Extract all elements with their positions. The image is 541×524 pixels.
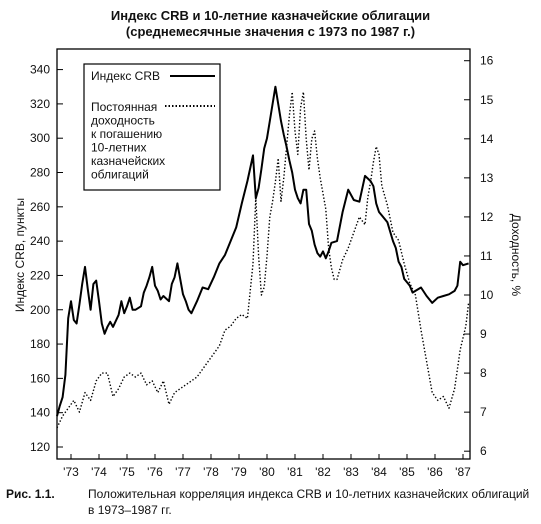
- y-left-tick-label: 220: [30, 268, 50, 282]
- y-left-tick-label: 160: [30, 371, 50, 385]
- x-tick-label: '73: [63, 465, 79, 479]
- x-tick-label: '82: [315, 465, 331, 479]
- y-axis-left-label: Индекс CRB, пункты: [13, 198, 27, 312]
- y-left-tick-label: 200: [30, 303, 50, 317]
- legend-bond-label-line: к погашению: [91, 127, 162, 141]
- y-left-tick-label: 280: [30, 166, 50, 180]
- legend-bond-label-line: Постоянная: [91, 100, 157, 114]
- chart-title-line2: (среднемесячные значения с 1973 по 1987 …: [125, 24, 416, 39]
- chart-title: Индекс CRB и 10-летние казначейские обли…: [0, 8, 541, 40]
- figure-caption-text: Положительная корреляция индекса CRB и 1…: [88, 487, 530, 517]
- y-right-tick-label: 10: [480, 288, 494, 302]
- y-axis-right-label: Доходность, %: [509, 214, 523, 297]
- plot-border: [56, 48, 471, 460]
- y-left-tick-label: 180: [30, 337, 50, 351]
- legend-crb-label: Индекс CRB: [91, 69, 160, 83]
- y-right-tick-label: 8: [480, 366, 487, 380]
- y-left-tick-label: 300: [30, 131, 50, 145]
- x-tick-label: '85: [399, 465, 415, 479]
- right-axis: 6 7 8 9 10 11 12 13 14 15 16: [464, 54, 494, 458]
- y-right-tick-label: 16: [480, 54, 494, 68]
- x-tick-label: '84: [371, 465, 387, 479]
- x-axis: '73 '74 '75 '76 '77 '78 '79 '80 '81 '82 '83 '84 '85 '…: [63, 454, 471, 479]
- y-right-tick-label: 12: [480, 210, 494, 224]
- plot-frame: [56, 48, 471, 460]
- y-left-tick-label: 120: [30, 440, 50, 454]
- series-lines: [56, 85, 470, 429]
- x-tick-label: '74: [91, 465, 107, 479]
- y-right-tick-label: 13: [480, 171, 494, 185]
- x-tick-label: '75: [119, 465, 135, 479]
- y-right-tick-label: 11: [480, 249, 493, 263]
- legend-box: [83, 63, 221, 191]
- x-tick-label: '81: [287, 465, 303, 479]
- x-tick-label: '78: [203, 465, 219, 479]
- x-tick-label: '77: [175, 465, 191, 479]
- treasury-yield-line: [56, 91, 470, 429]
- y-right-tick-label: 14: [480, 132, 494, 146]
- legend-bond-label-line: казначейских: [91, 154, 165, 168]
- y-right-tick-label: 7: [480, 405, 487, 419]
- y-right-tick-label: 9: [480, 327, 487, 341]
- y-left-tick-label: 260: [30, 200, 50, 214]
- x-tick-label: '76: [147, 465, 163, 479]
- legend-bond-label-line: доходность: [91, 114, 155, 128]
- x-tick-label: '80: [259, 465, 275, 479]
- x-tick-label: '87: [455, 465, 471, 479]
- x-tick-label: '83: [343, 465, 359, 479]
- legend-bond-label-line: облигаций: [91, 168, 149, 182]
- chart-canvas: 120 140 160 180 200 220 240 260 280 300 320 340 6 7 8…: [13, 48, 523, 479]
- legend-bond-label-line: 10-летних: [91, 141, 146, 155]
- x-tick-label: '79: [231, 465, 247, 479]
- chart-title-line1: Индекс CRB и 10-летние казначейские обли…: [110, 8, 431, 23]
- y-left-tick-label: 340: [30, 63, 50, 77]
- x-tick-label: '86: [427, 465, 443, 479]
- left-axis: 120 140 160 180 200 220 240 260 280 300 320 340: [30, 63, 63, 454]
- y-left-tick-label: 320: [30, 97, 50, 111]
- y-right-tick-label: 6: [480, 444, 487, 458]
- figure-label: Рис. 1.1.: [6, 487, 55, 501]
- y-right-tick-label: 15: [480, 93, 494, 107]
- y-left-tick-label: 240: [30, 234, 50, 248]
- crb-index-line: [56, 85, 469, 417]
- y-left-tick-label: 140: [30, 406, 50, 420]
